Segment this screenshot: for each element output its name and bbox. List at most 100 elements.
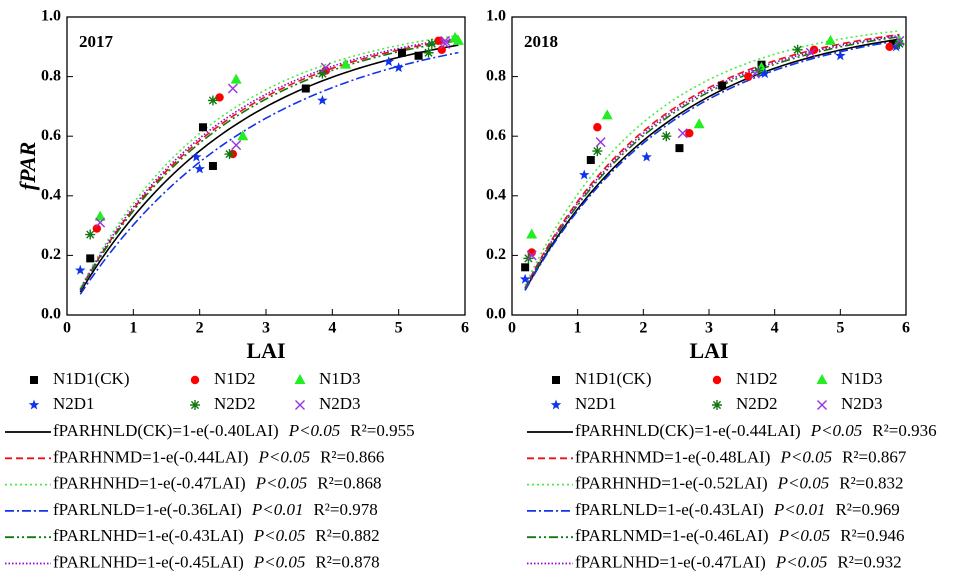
legend-label: N1D2 [736, 369, 778, 388]
panel-label: 2018 [524, 32, 558, 51]
fit-equation: fPARLNLD=1-e(-0.36LAI) [53, 500, 242, 519]
point [434, 36, 443, 46]
legend-label: N2D3 [319, 394, 361, 413]
legend-marker [28, 399, 40, 410]
legend-fit: fPARLNLD=1-e(-0.43LAI) P<0.01 R²=0.969 [575, 500, 900, 519]
fit-curve [524, 35, 900, 290]
fit-p: P<0.05 [288, 421, 341, 440]
point [301, 84, 310, 93]
legend-label: N1D3 [841, 369, 883, 388]
x-tick-label: 6 [902, 320, 910, 337]
point [317, 68, 328, 79]
legend-fit: fPARHNHD=1-e(-0.47LAI) P<0.05 R²=0.868 [53, 474, 382, 493]
fit-equation: fPARLNHD=1-e(-0.47LAI) [575, 552, 766, 571]
fit-r2: R²=0.936 [872, 421, 936, 440]
legend-fit: fPARHNHD=1-e(-0.52LAI) P<0.05 R²=0.832 [575, 474, 904, 493]
fit-r2: R²=0.955 [350, 421, 414, 440]
legend-label: N2D1 [575, 394, 617, 413]
y-tick-label: 0.4 [486, 186, 506, 203]
point [792, 44, 803, 55]
panel-label: 2017 [79, 32, 114, 51]
x-axis-title: LAI [689, 338, 728, 363]
fit-r2: R²=0.832 [839, 474, 903, 493]
point [579, 169, 590, 180]
point [393, 62, 404, 73]
fit-p: P<0.01 [251, 500, 304, 519]
legend-marker [30, 376, 38, 384]
fit-p: P<0.05 [253, 552, 306, 571]
x-tick-label: 2 [639, 320, 647, 337]
legend-label: N1D2 [214, 369, 256, 388]
fit-r2: R²=0.932 [837, 552, 901, 571]
fit-equation: fPARHNLD(CK)=1-e(-0.44LAI) [575, 421, 801, 440]
x-tick-label: 5 [836, 320, 844, 337]
x-tick-label: 6 [461, 320, 469, 337]
legend-fit: fPARLNMD=1-e(-0.46LAI) P<0.05 R²=0.946 [575, 526, 904, 545]
y-axis-title: fPAR [15, 142, 40, 190]
point [749, 68, 760, 79]
fit-curve [524, 33, 900, 289]
point [744, 72, 753, 81]
y-tick-label: 0.2 [486, 246, 506, 263]
fit-curve [79, 39, 459, 291]
point [198, 123, 207, 132]
point [94, 210, 106, 221]
y-tick-label: 0.8 [486, 67, 506, 84]
point [519, 273, 531, 284]
plot-frame [66, 16, 466, 316]
fit-p: P<0.01 [773, 500, 826, 519]
legend-label: N2D1 [53, 394, 95, 413]
point [521, 263, 530, 272]
x-tick-label: 5 [395, 320, 403, 337]
legend-marker [817, 400, 827, 410]
point [397, 48, 406, 57]
fit-curve [79, 44, 459, 293]
fit-p: P<0.05 [810, 421, 863, 440]
point [340, 58, 352, 69]
point [894, 35, 905, 46]
legend-marker [190, 400, 200, 410]
point [414, 51, 423, 60]
x-tick-label: 3 [705, 320, 713, 337]
fit-equation: fPARHNMD=1-e(-0.44LAI) [53, 447, 248, 466]
x-tick-label: 1 [574, 320, 582, 337]
fit-equation: fPARHNMD=1-e(-0.48LAI) [575, 447, 770, 466]
fit-curve [79, 34, 459, 289]
point [320, 62, 331, 73]
fit-r2: R²=0.946 [840, 526, 904, 545]
legend-label: N2D2 [214, 394, 256, 413]
y-tick-label: 0.6 [41, 127, 61, 144]
point [592, 146, 603, 157]
fit-r2: R²=0.978 [313, 500, 377, 519]
legend-marker [552, 376, 560, 384]
fit-equation: fPARLNHD=1-e(-0.43LAI) [53, 526, 244, 545]
legend-fit: fPARHNLD(CK)=1-e(-0.40LAI) P<0.05 R²=0.955 [53, 421, 415, 440]
fit-equation: fPARLNHD=1-e(-0.45LAI) [53, 552, 244, 571]
fit-equation: fPARHNHD=1-e(-0.52LAI) [575, 474, 768, 493]
y-tick-label: 0.0 [486, 306, 506, 323]
point [885, 42, 894, 51]
point [685, 129, 694, 138]
legend-fit: fPARLNLD=1-e(-0.36LAI) P<0.01 R²=0.978 [53, 500, 378, 519]
fit-p: P<0.05 [777, 474, 830, 493]
y-tick-label: 0.8 [41, 67, 61, 84]
point [426, 38, 437, 49]
point [693, 118, 705, 129]
fit-curve [79, 51, 459, 295]
point [383, 56, 394, 67]
point [194, 163, 205, 174]
legend-marker [712, 375, 722, 385]
point [894, 38, 905, 49]
point [661, 131, 672, 142]
point [440, 35, 451, 46]
fit-curve [79, 37, 459, 290]
legend-marker [712, 400, 722, 410]
point [207, 95, 218, 106]
x-tick-label: 2 [196, 320, 204, 337]
fit-p: P<0.05 [253, 526, 306, 545]
point [208, 162, 217, 170]
legend-fit: fPARHNLD(CK)=1-e(-0.44LAI) P<0.05 R²=0.936 [575, 421, 937, 440]
point [805, 47, 816, 58]
fit-curve [524, 39, 900, 291]
